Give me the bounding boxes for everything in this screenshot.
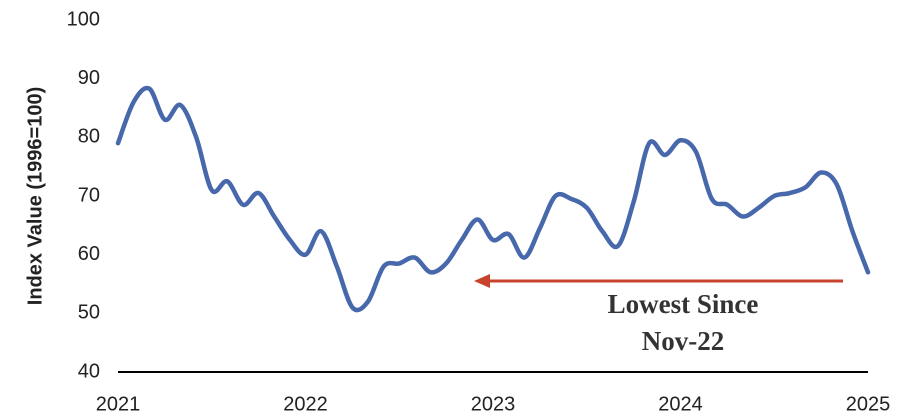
annotation-arrowhead	[474, 274, 490, 288]
y-tick-label: 70	[78, 184, 100, 206]
y-tick-label: 100	[67, 8, 100, 30]
x-tick-label: 2025	[846, 393, 891, 415]
y-tick-label: 80	[78, 126, 100, 148]
y-tick-label: 90	[78, 67, 100, 89]
data-line	[115, 85, 871, 313]
x-tick-label: 2022	[283, 393, 328, 415]
y-tick-label: 50	[78, 302, 100, 324]
x-tick-label: 2023	[471, 393, 516, 415]
y-tick-label: 40	[78, 360, 100, 382]
y-tick-label: 60	[78, 243, 100, 265]
x-tick-label: 2024	[658, 393, 703, 415]
annotation-line: Nov-22	[642, 326, 725, 356]
y-axis-label: Index Value (1996=100)	[24, 87, 46, 305]
annotation-line: Lowest Since	[608, 289, 759, 319]
x-tick-label: 2021	[96, 393, 141, 415]
